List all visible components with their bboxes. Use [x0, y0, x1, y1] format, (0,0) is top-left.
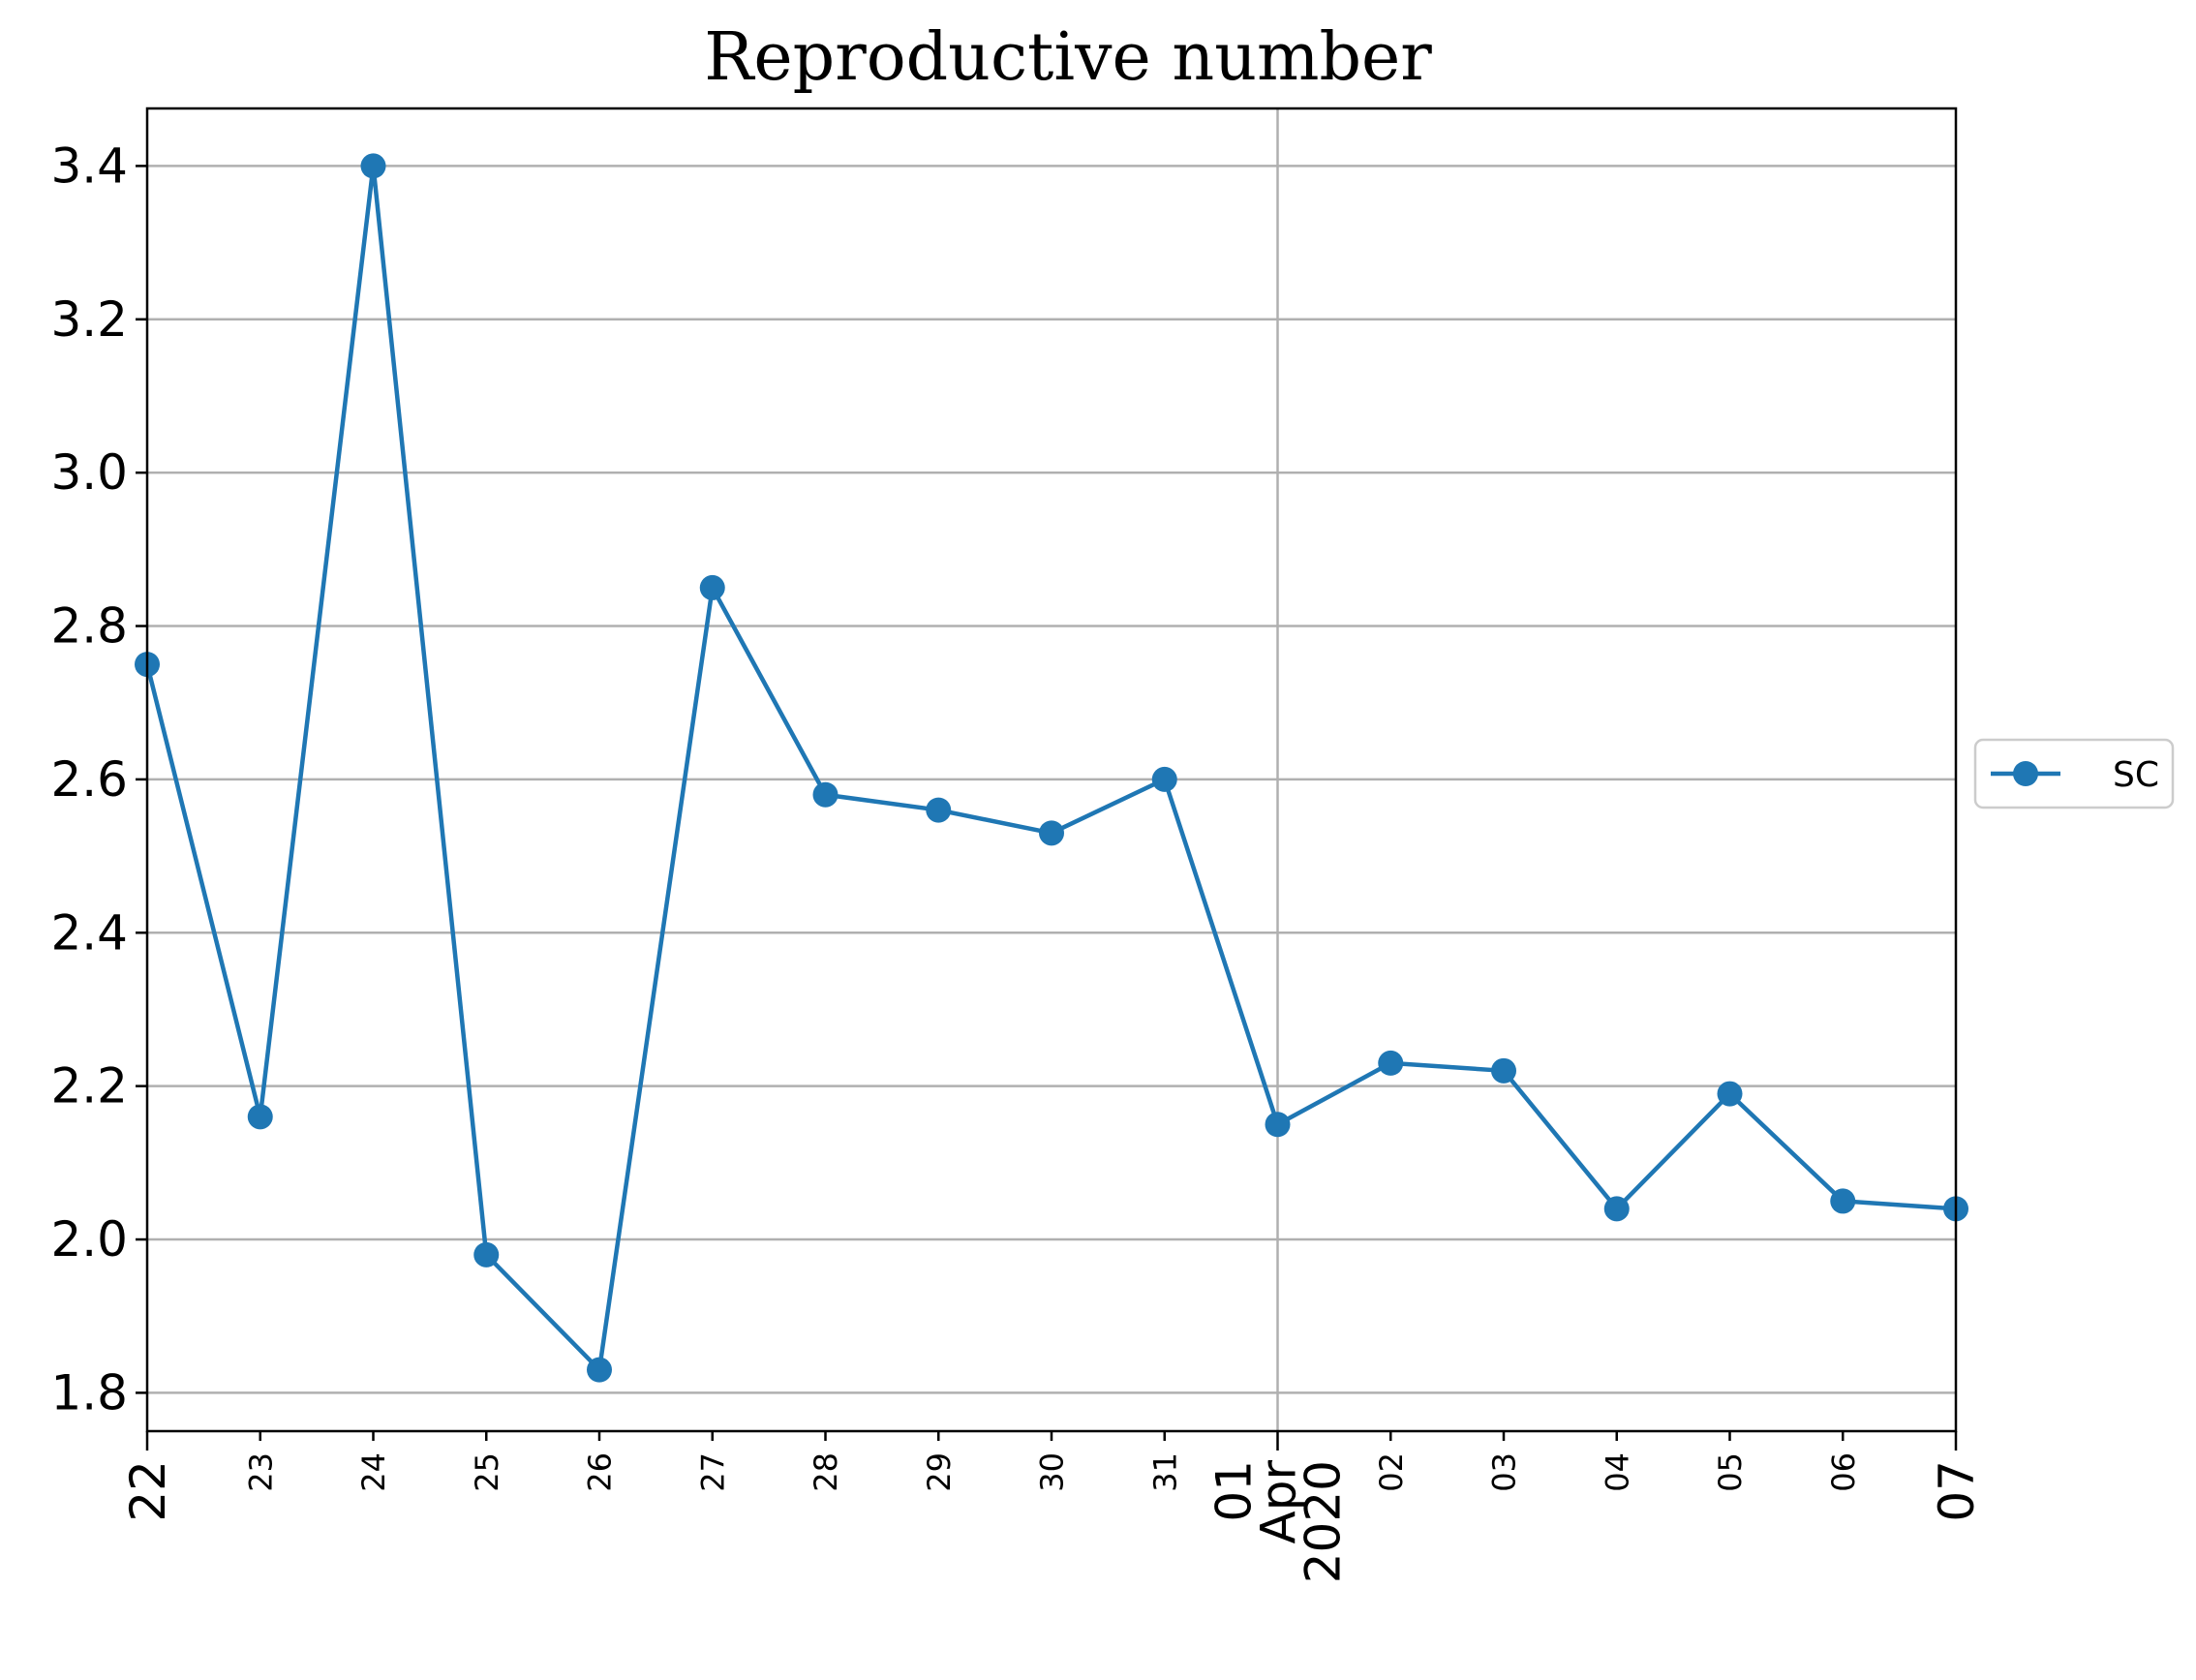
x-tick-label: 30: [1034, 1452, 1071, 1492]
x-tick-label-line: 04: [1599, 1452, 1635, 1492]
data-point: [1151, 766, 1177, 792]
x-tick-label-line: 30: [1034, 1452, 1071, 1492]
data-point: [1830, 1188, 1856, 1214]
y-tick-label: 1.8: [50, 1364, 128, 1420]
x-tick-label-line: 23: [242, 1452, 279, 1492]
x-tick-label-text: 03: [1486, 1452, 1523, 1492]
series-line: [144, 164, 1957, 1372]
x-tick-label-text: 26: [582, 1452, 619, 1492]
y-tick-label: 2.6: [50, 751, 128, 808]
x-tick-label-line: 29: [921, 1452, 958, 1492]
legend-label: SC: [2113, 755, 2159, 795]
data-point: [247, 1104, 273, 1130]
x-tick-label-line: 03: [1486, 1452, 1523, 1492]
x-tick-label: 23: [242, 1452, 279, 1492]
y-tick-label: 2.4: [50, 904, 128, 961]
x-tick-label-text: 31: [1146, 1452, 1183, 1492]
x-tick-label: 26: [582, 1452, 619, 1492]
x-tick-label: 29: [921, 1452, 958, 1492]
x-tick-label-line: 27: [694, 1452, 731, 1492]
y-tick-label: 3.0: [50, 444, 128, 501]
data-point: [699, 574, 725, 600]
series-layer: [135, 153, 1968, 1383]
x-tick-label-text: 27: [694, 1452, 731, 1492]
grid-lines: [147, 108, 1956, 1431]
x-tick-label-text: 02: [1373, 1452, 1410, 1492]
legend: SC: [1973, 738, 2175, 809]
data-point: [1717, 1081, 1743, 1107]
x-tick-label: 07: [1929, 1460, 1985, 1522]
y-axis: 1.8 2.0 2.2 2.4 2.6 2.8 3.0 3.2 3.4: [50, 137, 147, 1420]
y-tick-label: 2.8: [50, 598, 128, 655]
x-tick-label: 02: [1373, 1452, 1410, 1492]
x-tick-label: 03: [1486, 1452, 1523, 1492]
x-tick-label-text: 22: [120, 1460, 176, 1522]
x-tick-label: 28: [808, 1452, 844, 1492]
x-tick-label-line: 28: [808, 1452, 844, 1492]
x-tick-label-text: 01Apr2020: [1206, 1460, 1352, 1584]
data-point: [587, 1357, 612, 1383]
x-tick-label: 04: [1599, 1452, 1635, 1492]
x-tick-label-text: 04: [1599, 1452, 1635, 1492]
x-tick-label-text: 28: [808, 1452, 844, 1492]
x-tick-label-text: 24: [355, 1452, 392, 1492]
x-tick-label-text: 06: [1825, 1452, 1862, 1492]
data-point: [812, 781, 839, 808]
x-tick-label: 25: [469, 1452, 505, 1492]
x-tick-label: 22: [120, 1460, 176, 1522]
x-tick-label-line: 07: [1929, 1460, 1985, 1522]
x-tick-label-line: 02: [1373, 1452, 1410, 1492]
x-tick-label-line: 25: [469, 1452, 505, 1492]
x-tick-label-text: 05: [1712, 1452, 1749, 1492]
y-tick-label: 3.4: [50, 137, 128, 194]
data-point: [1378, 1050, 1404, 1076]
x-tick-label-text: 23: [242, 1452, 279, 1492]
x-tick-label-line: 01: [1206, 1460, 1263, 1522]
x-tick-label-text: 25: [469, 1452, 505, 1492]
x-tick-label-text: 07: [1929, 1460, 1985, 1522]
y-tick-label: 2.0: [50, 1211, 128, 1268]
x-tick-label: 05: [1712, 1452, 1749, 1492]
x-tick-label-line: 05: [1712, 1452, 1749, 1492]
data-point: [360, 153, 386, 179]
plot-frame: [145, 107, 1958, 1433]
data-point: [1265, 1112, 1291, 1138]
x-tick-label-line: 24: [355, 1452, 392, 1492]
x-tick-label-line: Apr: [1251, 1460, 1307, 1544]
data-point: [1491, 1057, 1516, 1084]
x-tick-label: 27: [694, 1452, 731, 1492]
x-tick-label: 24: [355, 1452, 392, 1492]
y-tick-label: 3.2: [50, 291, 128, 348]
x-tick-label: 31: [1146, 1452, 1183, 1492]
data-point: [473, 1241, 500, 1268]
x-tick-label-text: 29: [921, 1452, 958, 1492]
y-tick-label: 2.2: [50, 1058, 128, 1115]
data-point: [1039, 820, 1064, 846]
x-tick-label-line: 2020: [1296, 1460, 1352, 1583]
x-tick-label-line: 26: [582, 1452, 619, 1492]
x-axis: 22 23 24 25 26 27 28 29 30 31 01Apr2020 02 03 04 05 06 0…: [120, 1431, 1985, 1583]
x-tick-label-line: 31: [1146, 1452, 1183, 1492]
data-point: [926, 797, 952, 823]
x-tick-label: 01Apr2020: [1206, 1460, 1352, 1584]
legend-box: [1973, 738, 2175, 809]
chart-title: Reproductive number: [704, 19, 1432, 96]
x-tick-label-line: 06: [1825, 1452, 1862, 1492]
x-tick-label-text: 30: [1034, 1452, 1071, 1492]
x-tick-label: 06: [1825, 1452, 1862, 1492]
x-tick-label-line: 22: [120, 1460, 176, 1522]
legend-marker: [2013, 761, 2038, 786]
data-point: [1603, 1196, 1630, 1222]
